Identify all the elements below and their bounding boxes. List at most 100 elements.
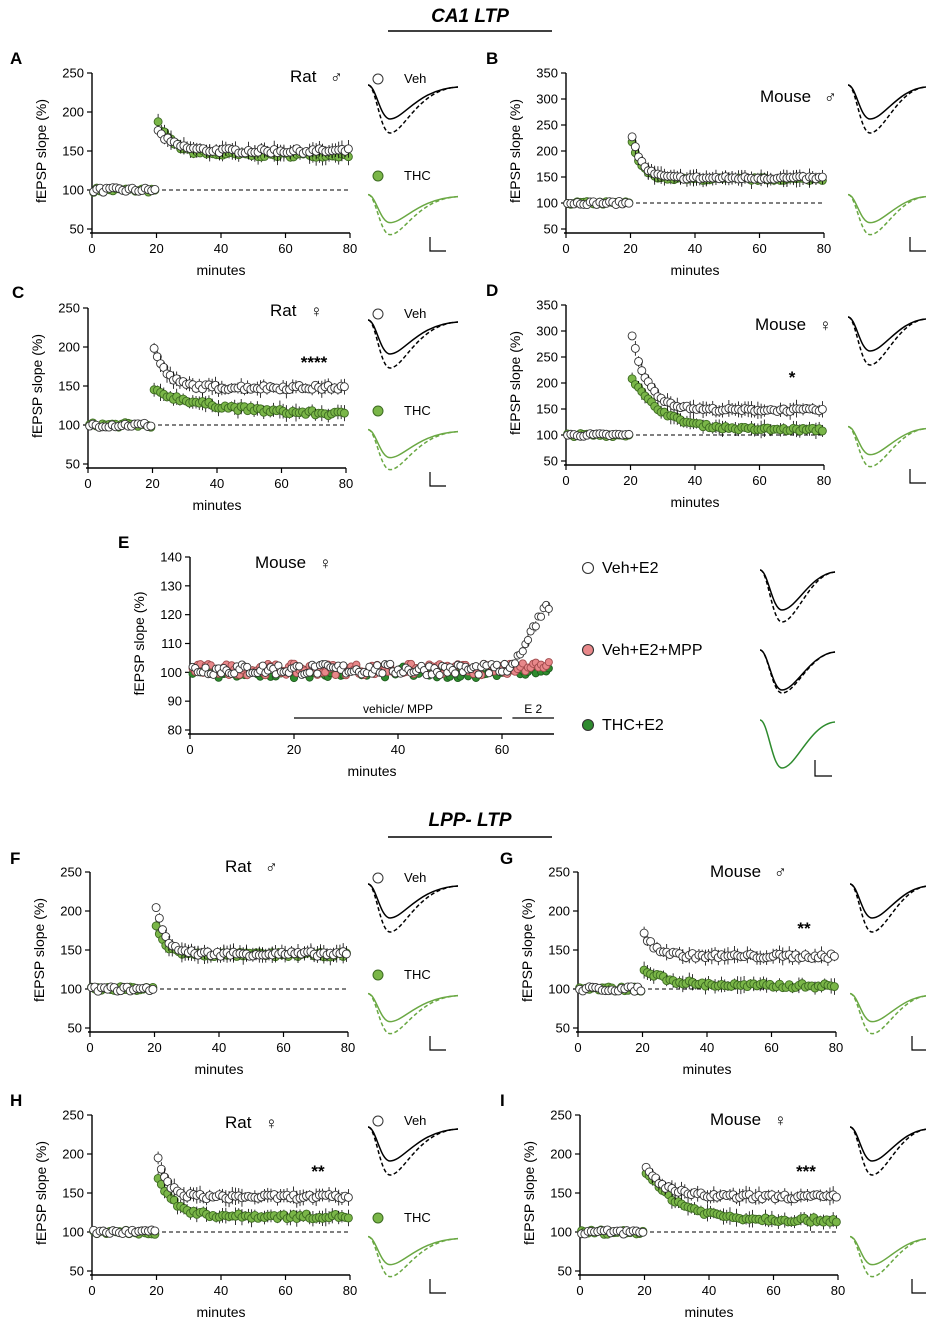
legend-label: Veh [404, 1113, 426, 1128]
x-tick-label: 80 [829, 1040, 843, 1055]
y-tick-label: 100 [536, 428, 558, 443]
series-veh-e2 [188, 600, 553, 680]
x-axis-label: minutes [670, 494, 719, 510]
trace-veh-pre [849, 883, 926, 933]
y-tick-label: 300 [536, 92, 558, 107]
trace-thc-post [367, 193, 459, 224]
sex-symbol: ♂ [330, 68, 343, 87]
legend-label: Veh+E2+MPP [602, 642, 703, 659]
data-point [829, 951, 839, 961]
y-tick-label: 50 [66, 457, 80, 472]
data-point [817, 426, 827, 436]
legend-marker [581, 643, 595, 657]
legend-marker [372, 872, 384, 884]
significance-stars: *** [796, 1162, 816, 1181]
y-tick-label: 200 [62, 105, 84, 120]
trace-mpp-pre [759, 649, 836, 694]
data-point [451, 669, 460, 678]
series-veh [577, 1162, 841, 1239]
data-point [531, 622, 540, 631]
data-point [339, 661, 348, 670]
data-point [630, 343, 640, 353]
trace-veh-post [367, 84, 459, 120]
x-tick-label: 80 [817, 241, 831, 256]
x-tick-label: 80 [817, 473, 831, 488]
trace-thc-post [367, 1235, 459, 1266]
legend-marker [372, 308, 384, 320]
sex-symbol: ♀ [319, 554, 332, 573]
trace-thc-post [367, 428, 459, 459]
x-tick-label: 80 [343, 241, 357, 256]
x-tick-label: 80 [339, 476, 353, 491]
x-axis-label: minutes [684, 1304, 733, 1320]
y-tick-label: 250 [60, 865, 82, 880]
y-tick-label: 50 [544, 454, 558, 469]
y-tick-label: 50 [544, 222, 558, 237]
data-point [637, 366, 647, 376]
x-tick-label: 20 [147, 1040, 161, 1055]
trace-veh-post [847, 316, 926, 352]
y-tick-label: 100 [160, 665, 182, 680]
data-point [510, 659, 520, 668]
x-tick-label: 60 [278, 1283, 292, 1298]
y-tick-label: 350 [536, 66, 558, 81]
x-tick-label: 60 [766, 1283, 780, 1298]
scale-bar [429, 472, 446, 487]
series-veh [85, 342, 349, 432]
x-tick-label: 60 [752, 241, 766, 256]
trace-thc-pre [849, 1235, 926, 1278]
y-tick-label: 350 [536, 298, 558, 313]
sex-symbol: ♀ [774, 1111, 787, 1130]
trace-thc-pre [367, 428, 459, 471]
panel-a: A 50 100 150 200 250 0 20 40 60 80 fEPSP slope (%) m… [10, 49, 459, 278]
y-tick-label: 150 [58, 379, 80, 394]
data-point [148, 984, 158, 994]
trace-veh-post [849, 883, 926, 919]
y-tick-label: 100 [536, 196, 558, 211]
x-tick-label: 0 [84, 476, 91, 491]
y-tick-label: 200 [60, 904, 82, 919]
trace-thc-pre [367, 193, 459, 236]
y-tick-label: 50 [68, 1021, 82, 1036]
x-tick-label: 60 [764, 1040, 778, 1055]
x-tick-label: 20 [149, 1283, 163, 1298]
data-point [435, 671, 444, 680]
x-tick-label: 80 [831, 1283, 845, 1298]
x-tick-label: 0 [186, 742, 193, 757]
y-axis-label: fEPSP slope (%) [31, 898, 47, 1002]
data-point [474, 670, 483, 679]
panel-letter: I [500, 1091, 505, 1110]
y-tick-label: 50 [556, 1021, 570, 1036]
sex-symbol: ♂ [774, 863, 787, 882]
species-label: Rat [270, 301, 297, 320]
y-tick-label: 100 [62, 183, 84, 198]
treatment-bar-label: E 2 [524, 702, 542, 716]
y-axis-label: fEPSP slope (%) [33, 1141, 49, 1245]
data-point [627, 331, 637, 341]
trace-thc-post [367, 992, 459, 1023]
x-tick-label: 20 [149, 241, 163, 256]
data-point [343, 144, 353, 154]
legend-label: THC [404, 967, 431, 982]
panel-d: D 50 100 150 200 250 300 350 0 20 40 60 80 fEPSP slop… [486, 281, 926, 510]
x-tick-label: 60 [752, 473, 766, 488]
x-tick-label: 0 [574, 1040, 581, 1055]
legend-label: THC [404, 403, 431, 418]
legend-marker [581, 718, 595, 732]
species-label: Mouse [255, 553, 306, 572]
x-axis-label: minutes [192, 497, 241, 513]
data-point [831, 1192, 841, 1202]
x-tick-label: 60 [276, 1040, 290, 1055]
data-point [373, 661, 382, 670]
y-axis-label: fEPSP slope (%) [519, 898, 535, 1002]
x-axis-label: minutes [682, 1061, 731, 1077]
legend-label: THC+E2 [602, 717, 664, 734]
trace-thc-pre [367, 992, 459, 1035]
trace-veh-pre [849, 1126, 926, 1176]
x-tick-label: 40 [212, 1040, 226, 1055]
panel-h: H 50 100 150 200 250 0 20 40 60 80 fEPSP slope (%) m… [10, 1091, 459, 1320]
x-tick-label: 20 [637, 1283, 651, 1298]
trace-thc-pre [847, 425, 926, 468]
data-point [536, 612, 546, 621]
